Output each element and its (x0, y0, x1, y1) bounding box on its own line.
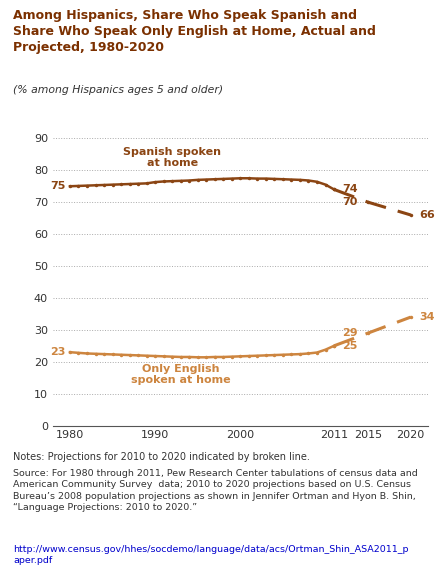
Text: Spanish spoken
at home: Spanish spoken at home (123, 147, 221, 168)
Text: 34: 34 (419, 312, 435, 322)
Text: 74: 74 (343, 184, 358, 195)
Text: Source: For 1980 through 2011, Pew Research Center tabulations of census data an: Source: For 1980 through 2011, Pew Resea… (13, 469, 418, 512)
Text: Among Hispanics, Share Who Speak Spanish and
Share Who Speak Only English at Hom: Among Hispanics, Share Who Speak Spanish… (13, 9, 376, 54)
Text: 25: 25 (343, 341, 358, 351)
Text: 66: 66 (419, 210, 435, 220)
Text: 23: 23 (50, 347, 66, 357)
Text: 75: 75 (50, 181, 66, 191)
Text: 70: 70 (343, 197, 358, 207)
Text: 29: 29 (343, 328, 358, 338)
Text: Only English
spoken at home: Only English spoken at home (131, 364, 231, 385)
Text: http://www.census.gov/hhes/socdemo/language/data/acs/Ortman_Shin_ASA2011_p
aper.: http://www.census.gov/hhes/socdemo/langu… (13, 545, 409, 564)
Text: (% among Hispanics ages 5 and older): (% among Hispanics ages 5 and older) (13, 85, 223, 94)
Text: Notes: Projections for 2010 to 2020 indicated by broken line.: Notes: Projections for 2010 to 2020 indi… (13, 452, 310, 462)
